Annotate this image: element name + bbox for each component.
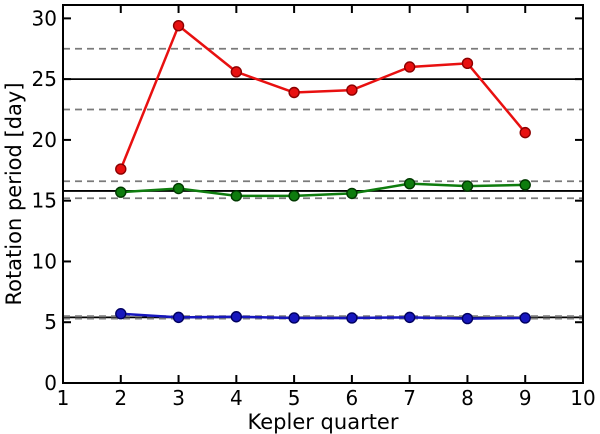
- y-tick-label: 20: [32, 128, 57, 152]
- x-tick-label: 4: [230, 386, 243, 410]
- green-series-marker: [230, 190, 243, 202]
- red-series-marker: [115, 163, 127, 175]
- green-series-marker: [172, 182, 185, 195]
- red-series-marker: [346, 84, 358, 96]
- x-tick-label: 7: [403, 386, 416, 410]
- green-series-marker: [346, 187, 358, 200]
- green-series-marker: [519, 179, 531, 191]
- x-tick-label: 8: [461, 386, 474, 410]
- y-tick-label: 5: [44, 310, 57, 334]
- x-tick-label: 10: [570, 386, 595, 410]
- blue-series-marker: [346, 312, 358, 324]
- y-tick-label: 25: [32, 67, 57, 91]
- red-series-marker: [172, 19, 185, 32]
- blue-series-marker: [461, 312, 474, 325]
- red-series-marker: [288, 86, 300, 99]
- blue-series-line: [120, 312, 526, 320]
- red-series-marker: [461, 57, 474, 70]
- red-series-marker: [519, 126, 531, 139]
- red-series-marker: [403, 61, 416, 73]
- blue-series-marker: [403, 311, 416, 324]
- y-tick-label: 30: [32, 6, 57, 30]
- x-tick-label: 3: [172, 386, 185, 410]
- green-series-marker: [288, 190, 300, 202]
- y-axis-label: Rotation period [day]: [2, 82, 26, 305]
- y-tick-label: 10: [32, 249, 57, 273]
- x-axis-label: Kepler quarter: [248, 410, 399, 434]
- blue-series-marker: [519, 312, 531, 324]
- blue-series-marker: [288, 312, 300, 324]
- x-tick-label: 9: [519, 386, 532, 410]
- green-series-marker: [115, 186, 127, 198]
- blue-series-marker: [115, 308, 127, 320]
- y-tick-label: 0: [44, 371, 57, 395]
- green-series-marker: [403, 177, 416, 190]
- green-series-line: [120, 182, 526, 198]
- green-series-marker: [461, 180, 474, 192]
- x-tick-label: 1: [57, 386, 70, 410]
- red-series-line: [119, 24, 527, 170]
- x-tick-label: 5: [288, 386, 301, 410]
- x-tick-label: 2: [114, 386, 127, 410]
- axes-spines: [62, 4, 584, 384]
- chart-generated-layer: 1 2 3 4 5 6 7 8 9 10 0 5 10 15 20 25 30: [32, 4, 596, 410]
- y-tick-label: 15: [32, 189, 57, 213]
- blue-series-marker: [230, 311, 243, 323]
- x-tick-label: 6: [346, 386, 359, 410]
- red-series-marker: [230, 66, 243, 78]
- blue-series-marker: [172, 311, 185, 324]
